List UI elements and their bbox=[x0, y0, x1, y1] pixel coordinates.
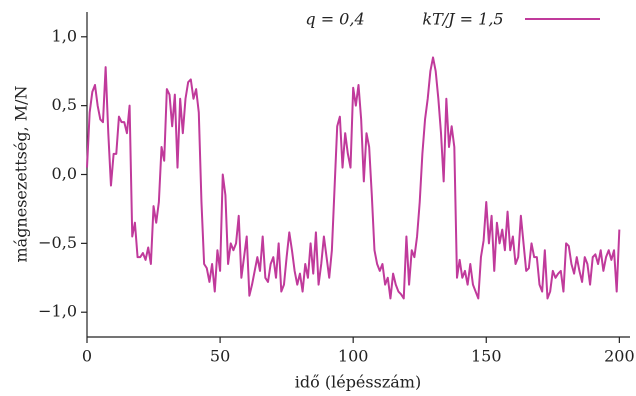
y-axis-label: mágnesezettség, M/N bbox=[12, 85, 31, 262]
y-tick-label: 1,0 bbox=[52, 26, 77, 45]
x-tick-label: 200 bbox=[604, 347, 635, 366]
x-tick-label: 50 bbox=[210, 347, 230, 366]
x-tick-label: 100 bbox=[338, 347, 369, 366]
x-tick-label: 150 bbox=[471, 347, 502, 366]
x-axis-label: idő (lépésszám) bbox=[295, 373, 421, 392]
legend-label: kT/J = 1,5 bbox=[422, 10, 503, 29]
y-tick-label: 0,5 bbox=[52, 95, 77, 114]
data-line bbox=[86, 56, 621, 300]
annotation: q = 0,4 bbox=[305, 10, 364, 29]
y-tick-label: −0,5 bbox=[38, 233, 77, 252]
x-tick-label: 0 bbox=[82, 347, 92, 366]
y-tick-label: −1,0 bbox=[38, 302, 77, 321]
y-tick-label: 0,0 bbox=[52, 164, 77, 183]
